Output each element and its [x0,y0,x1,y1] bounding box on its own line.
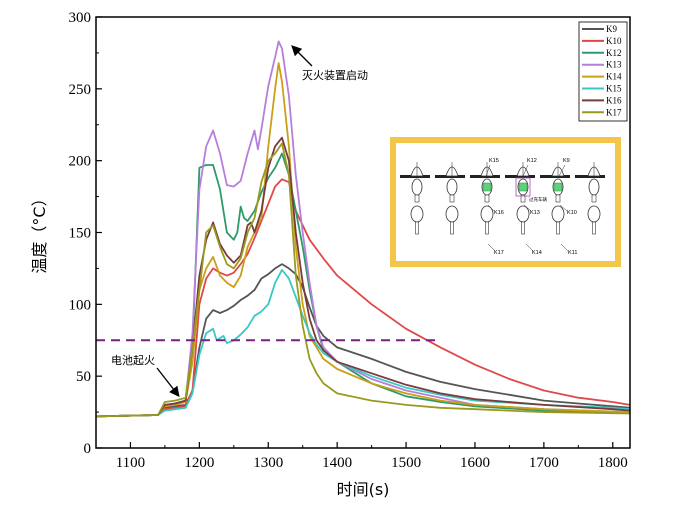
series-line-k17 [96,142,630,418]
annotation-battery-fire-arrow [156,367,180,398]
inset-label-k14: K14 [532,250,542,256]
inset-leader-line [522,164,529,177]
inset-leader-line [525,243,534,252]
inset-label-k15: K15 [489,158,499,164]
inset-vehicle-figure [400,162,430,235]
inset-label-k9: K9 [563,158,570,164]
inset-frame [390,137,621,267]
inset-vehicle-figure [575,162,605,235]
legend-label-k15: K15 [606,84,622,94]
inset-leader-line [523,204,532,212]
inset-leader-line [558,164,566,177]
x-tick-label: 1700 [529,455,559,471]
legend-label-k16: K16 [606,95,622,105]
axis-ticks: 1100 1200 1300 1400 1500 1600 1700 1800 0 50 100 15… [69,10,628,471]
x-tick-label: 1400 [322,455,352,471]
inset-label-k13: K13 [530,210,540,216]
x-axis-title: 时间(s) [337,480,390,499]
legend-label-k9: K9 [606,24,617,34]
inset-schematic: K15 K12 K9 K16 K13 K10 K17 K14 K11 过充车辆 [390,137,621,267]
x-tick-label: 1300 [253,455,283,471]
inset-label-k12: K12 [527,158,537,164]
y-tick-label: 250 [69,82,92,98]
annotation-extinguisher-start: 灭火装置启动 [302,69,368,82]
x-tick-label: 1100 [116,455,145,471]
series-line-k14 [96,62,630,418]
inset-leader-line [560,243,569,252]
inset-leader-line [485,164,491,177]
inset-label-k17: K17 [494,250,504,256]
plot-frame [95,16,631,449]
inset-label-k10: K10 [567,210,577,216]
y-axis-title: 温度（°C） [30,190,49,273]
series-line-k15 [96,269,630,418]
legend-frame [578,21,628,122]
inset-label-overcharged-vehicle: 过充车辆 [529,196,547,203]
x-tick-label: 1500 [391,455,421,471]
series-line-k13 [96,40,630,418]
y-tick-label: 50 [76,369,91,385]
y-tick-label: 150 [69,226,92,242]
annotations: 电池起火 灭火装置启动 [111,45,368,398]
inset-vehicle-figure [470,162,500,235]
series-line-k9 [96,263,630,418]
x-tick-label: 1800 [598,455,628,471]
y-tick-label: 200 [69,154,92,170]
inset-label-k16: K16 [494,210,504,216]
legend-label-k13: K13 [606,60,622,70]
annotation-extinguisher-arrow [291,45,313,67]
inset-leader-line [487,204,495,212]
y-tick-label: 0 [84,441,92,457]
inset-leader-line [487,243,496,252]
inset-label-k11: K11 [568,250,577,256]
series-line-k10 [96,178,630,418]
x-tick-label: 1200 [184,455,214,471]
x-tick-label: 1600 [460,455,490,471]
series-layer [96,40,630,418]
inset-vehicle-figure [540,162,570,235]
annotation-battery-fire: 电池起火 [111,354,155,367]
inset-vehicle-figure [435,162,465,235]
legend-label-k17: K17 [606,107,622,117]
y-tick-label: 100 [69,297,92,313]
legend-label-k10: K10 [606,36,622,46]
legend-label-k12: K12 [606,48,622,58]
legend-label-k14: K14 [606,72,622,82]
y-tick-label: 300 [69,10,92,26]
inset-leader-line [559,204,568,212]
